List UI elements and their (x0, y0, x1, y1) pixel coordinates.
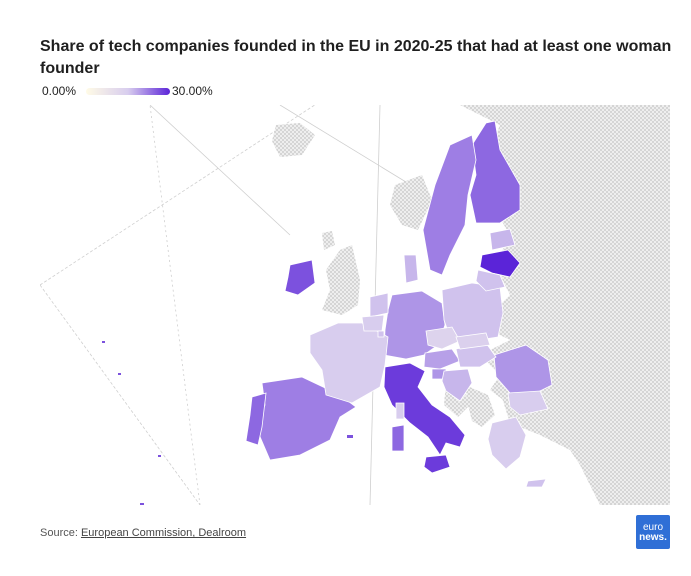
country-germany (383, 290, 446, 360)
logo-line-1: euro (642, 522, 663, 533)
country-luxembourg (377, 330, 385, 338)
color-legend: 0.00% 30.00% (40, 83, 240, 99)
country-greece (487, 416, 527, 470)
legend-gradient-bar (86, 88, 170, 95)
country-ireland (284, 259, 316, 296)
legend-min-label: 0.00% (42, 84, 77, 98)
map-title: Share of tech companies founded in the E… (40, 38, 672, 77)
country-latvia (479, 249, 521, 278)
country-sardinia (391, 424, 405, 452)
source-prefix: Source: (40, 527, 81, 539)
country-estonia (489, 228, 516, 251)
logo-line-2: news. (639, 532, 667, 543)
country-belgium (361, 314, 385, 332)
country-finland (469, 120, 521, 224)
country-portugal (245, 392, 267, 446)
country-slovakia (455, 332, 491, 350)
country-lithuania (475, 269, 506, 292)
source-link[interactable]: European Commission, Dealroom (80, 527, 247, 539)
country-czechia (425, 326, 461, 350)
country-austria (423, 348, 461, 370)
small-islands (102, 341, 353, 505)
country-denmark (403, 254, 419, 284)
country-bulgaria (507, 390, 549, 416)
country-sweden (422, 134, 477, 276)
country-corsica (395, 402, 405, 420)
euronews-logo: euro news. (636, 515, 670, 549)
country-france (309, 322, 389, 404)
source-note: Source: European Commission, Dealroom (40, 527, 246, 539)
country-netherlands (369, 292, 389, 318)
country-sicily (423, 454, 451, 474)
legend-max-label: 30.00% (172, 84, 213, 98)
country-croatia (441, 368, 473, 402)
eu-countries (245, 120, 553, 488)
country-romania (493, 344, 553, 396)
choropleth-map (40, 105, 670, 505)
country-cyprus (525, 478, 547, 488)
